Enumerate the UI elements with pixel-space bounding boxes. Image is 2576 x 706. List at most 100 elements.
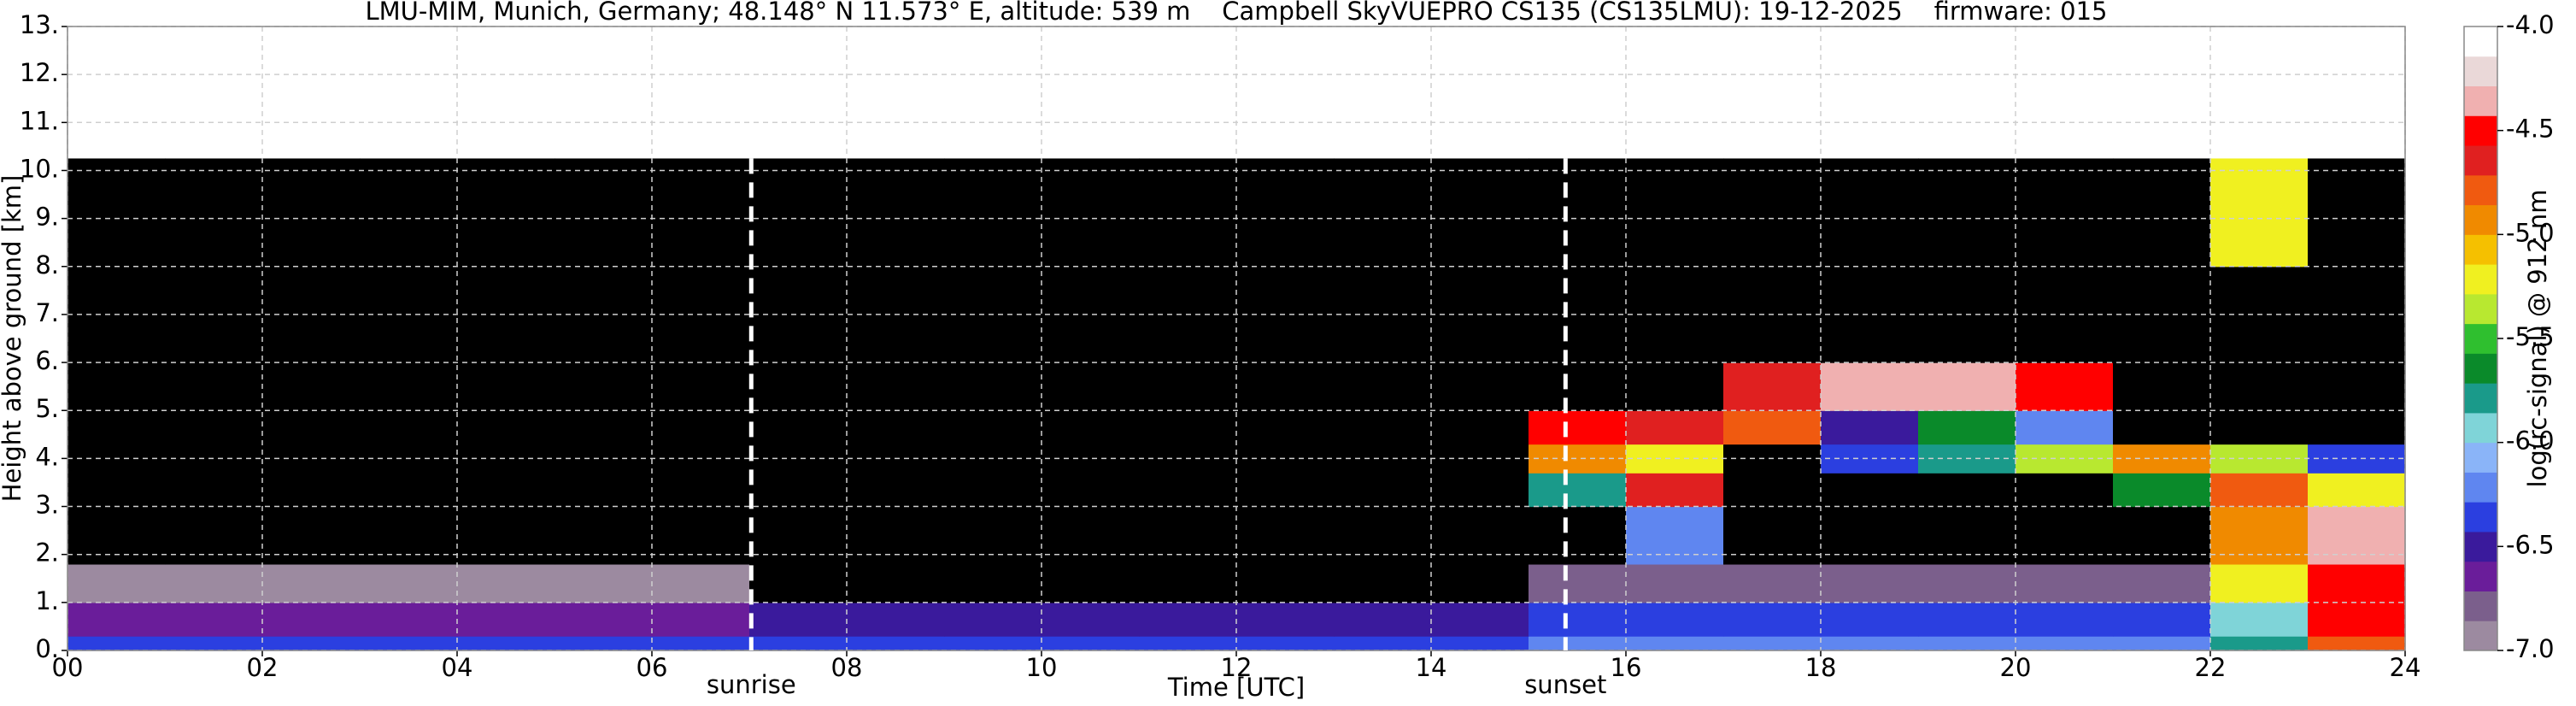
heat-cell	[165, 362, 263, 411]
colorbar-swatch	[2464, 353, 2497, 384]
heat-cell	[165, 636, 263, 651]
heat-cell	[2308, 636, 2406, 651]
heat-cell	[67, 473, 166, 508]
heat-cell	[1334, 362, 1432, 411]
heat-cell	[360, 636, 458, 651]
colorbar-tick-label: -6.0	[2506, 427, 2555, 456]
heat-cell	[360, 506, 458, 565]
heat-cell	[2210, 636, 2309, 651]
heat-cell	[2308, 410, 2406, 445]
heat-cell	[1821, 506, 1919, 565]
annotation-label: sunrise	[707, 670, 796, 699]
heat-cell	[262, 602, 361, 637]
heat-cell	[2113, 410, 2211, 445]
x-axis-label: Time [UTC]	[1167, 673, 1305, 702]
x-tick-label: 20	[2000, 653, 2032, 682]
heat-cell	[165, 410, 263, 445]
heat-cell	[2016, 410, 2114, 445]
y-tick-label: 11.	[20, 106, 59, 135]
heat-cell	[2308, 158, 2406, 268]
heat-cell	[749, 636, 848, 651]
heat-cell	[1042, 473, 1140, 508]
heat-cell	[1236, 158, 1335, 268]
heat-cell	[1236, 506, 1335, 565]
heat-cell	[1139, 636, 1237, 651]
heat-cell	[1626, 506, 1724, 565]
colorbar-swatch	[2464, 174, 2497, 206]
x-tick-label: 14	[1416, 653, 1447, 682]
heat-cell	[1431, 636, 1529, 651]
heat-cell	[944, 158, 1042, 268]
heat-cell	[262, 158, 361, 268]
x-tick-label: 12	[1221, 653, 1253, 682]
heat-cell	[1334, 473, 1432, 508]
heat-cell	[1334, 563, 1432, 603]
heat-cell	[2016, 506, 2114, 565]
colorbar-tick-label: -5.5	[2506, 322, 2555, 351]
heat-cell	[652, 506, 750, 565]
y-tick-label: 0.	[35, 634, 59, 663]
colorbar-swatch	[2464, 56, 2497, 87]
heat-cell	[1626, 636, 1724, 651]
heat-cell	[1529, 473, 1627, 508]
heat-cell	[1334, 506, 1432, 565]
x-tick-label: 02	[247, 653, 279, 682]
colorbar-tick-label: -4.0	[2506, 10, 2555, 39]
x-tick-label: 24	[2390, 653, 2421, 682]
heat-cell	[2308, 362, 2406, 411]
heat-cell	[1236, 410, 1335, 445]
colorbar-tick-label: -6.5	[2506, 530, 2555, 559]
heat-cell	[1821, 473, 1919, 508]
heat-cell	[67, 158, 166, 268]
colorbar-tick-label: -7.0	[2506, 634, 2555, 663]
heat-cell	[1042, 563, 1140, 603]
heat-cell	[1139, 410, 1237, 445]
x-tick-label: 04	[442, 653, 473, 682]
heat-cell	[1918, 473, 2016, 508]
heat-cell	[1821, 362, 1919, 411]
heat-cell	[1626, 473, 1724, 508]
y-tick-label: 1.	[35, 586, 59, 615]
heat-cell	[360, 563, 458, 603]
heat-cell	[944, 473, 1042, 508]
heat-cell	[1918, 563, 2016, 603]
heat-cell	[847, 602, 945, 637]
heat-cell	[1139, 602, 1237, 637]
colorbar-swatch	[2464, 502, 2497, 532]
heat-cell	[1918, 636, 2016, 651]
colorbar-swatch	[2464, 264, 2497, 295]
heat-cell	[944, 563, 1042, 603]
heat-cell	[360, 602, 458, 637]
heat-cell	[1626, 410, 1724, 445]
heat-cell	[1626, 362, 1724, 411]
colorbar-swatch	[2464, 442, 2497, 473]
heat-cell	[1334, 410, 1432, 445]
heat-cell	[2016, 563, 2114, 603]
heat-cell	[2210, 506, 2309, 565]
heat-cell	[1042, 636, 1140, 651]
heat-cell	[457, 563, 555, 603]
heat-cell	[1042, 158, 1140, 268]
heat-cell	[2210, 563, 2309, 603]
heat-cell	[555, 636, 653, 651]
heat-cell	[165, 473, 263, 508]
heat-cell	[2113, 602, 2211, 637]
heat-cell	[847, 473, 945, 508]
colorbar-swatch	[2464, 531, 2497, 562]
heat-cell	[2113, 158, 2211, 268]
heat-cell	[360, 410, 458, 445]
heat-cell	[457, 362, 555, 411]
heat-cell	[1139, 362, 1237, 411]
heat-cell	[1236, 602, 1335, 637]
heat-cell	[1139, 473, 1237, 508]
colorbar-tick-label: -5.0	[2506, 218, 2555, 247]
colorbar-swatch	[2464, 115, 2497, 146]
heat-cell	[555, 410, 653, 445]
x-tick-label: 10	[1026, 653, 1058, 682]
heat-cell	[749, 563, 848, 603]
heat-cell	[652, 410, 750, 445]
y-tick-label: 9.	[35, 203, 59, 232]
heat-cell	[1139, 158, 1237, 268]
heat-cell	[2210, 158, 2309, 268]
heat-cell	[2210, 410, 2309, 445]
